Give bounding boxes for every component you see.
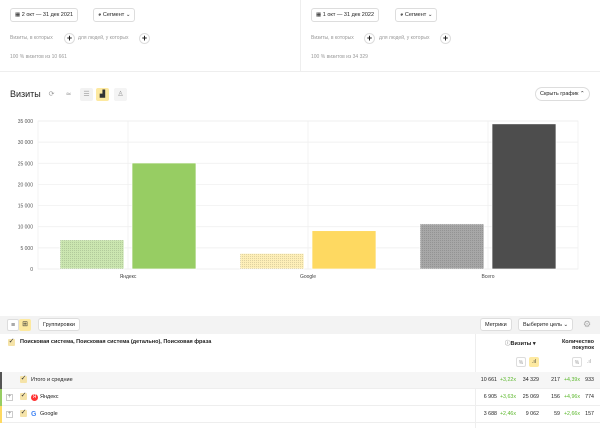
add-visit-filter-button[interactable]: + (64, 33, 75, 44)
table-row[interactable]: ✓ Итого и средние 10 661 +3,22x 34 329 217 +4,… (0, 372, 600, 389)
google-icon: G (31, 411, 37, 418)
segment-button[interactable]: ◕ Сегмент ⌄ (93, 8, 136, 22)
row-checkbox[interactable]: ✓ (20, 409, 27, 417)
pie-icon: ◕ (98, 12, 103, 18)
list-view-icon[interactable]: ≡ (7, 319, 19, 331)
pie-icon: ◕ (400, 12, 405, 18)
row-color-marker (0, 372, 2, 389)
bar-hatch (240, 253, 304, 269)
calendar-icon: ▦ (15, 12, 22, 18)
y-tick-label: 0 (30, 267, 33, 273)
tree-view-icon[interactable]: ⊞ (19, 319, 31, 331)
date-range-button[interactable]: ▦ 2 окт — 31 дек 2021 (10, 8, 79, 22)
date-range-button[interactable]: ▦ 1 окт — 31 дек 2022 (311, 8, 380, 22)
bar-Всего-1 (491, 123, 557, 270)
line-chart-icon[interactable]: ≃ (65, 91, 72, 98)
y-tick-label: 30 000 (18, 140, 34, 146)
y-tick-label: 15 000 (18, 204, 34, 210)
calendar-icon: ▦ (316, 12, 323, 18)
bar-hatch (60, 239, 124, 269)
add-people-filter-button[interactable]: + (440, 33, 451, 44)
expand-row-button[interactable]: + (6, 411, 13, 418)
visits-filter-label: Визиты, в которых (311, 35, 354, 41)
groupings-button[interactable]: Группировки (38, 318, 80, 331)
percent-toggle[interactable]: % (572, 357, 582, 367)
settings-gear-icon[interactable]: ⚙ (583, 319, 592, 329)
row-color-marker (0, 406, 2, 423)
percent-toggle[interactable]: % (516, 357, 526, 367)
y-tick-label: 25 000 (18, 161, 34, 167)
goal-select[interactable]: Выберите цель ⌄ (518, 318, 574, 331)
metrics-button[interactable]: Метрики (480, 318, 512, 331)
y-tick-label: 20 000 (18, 182, 34, 188)
bar-toggle-icon[interactable]: .ıl (587, 359, 591, 365)
bar-Яндекс-1 (131, 162, 197, 270)
y-tick-label: 35 000 (18, 119, 34, 125)
purchases-column-header[interactable]: Количество покупок (561, 339, 594, 351)
yandex-icon: Я (31, 394, 38, 401)
x-tick-label: Всего (481, 274, 494, 280)
table-row[interactable]: + ✓ Я Яндекс 6 905 +3,63x 25 069 156 +4,96x 774 (0, 389, 600, 406)
bar-Google-1 (311, 230, 377, 270)
segment-button[interactable]: ◕ Сегмент ⌄ (395, 8, 438, 22)
chart-title: Визиты (10, 89, 41, 99)
table-row[interactable]: + ✓ G Google 3 688 +2,46x 9 062 59 +2,66x 157 (0, 406, 600, 423)
people-filter-label: для людей, у которых (379, 35, 430, 41)
y-tick-label: 5 000 (20, 246, 33, 252)
y-tick-label: 10 000 (18, 225, 34, 231)
hide-chart-button[interactable]: Скрыть график ⌃ (535, 87, 590, 101)
bar-hatch (420, 223, 484, 269)
table-toolbar: ≡ ⊞ Группировки Метрики Выберите цель ⌄ … (0, 316, 600, 334)
segment-summary: 100 % визитов из 10 661 (10, 54, 67, 60)
map-icon[interactable]: ♙ (114, 88, 127, 101)
stacked-chart-icon[interactable]: ☰ (80, 88, 93, 101)
bar-chart: 0 5 000 10 000 15 000 20 000 25 000 30 000 35 0… (18, 119, 579, 280)
row-checkbox[interactable]: ✓ (20, 375, 27, 383)
bar-chart-icon[interactable]: ▟ (96, 88, 109, 101)
refresh-icon[interactable]: ⟳ (48, 91, 55, 98)
expand-row-button[interactable]: + (6, 394, 13, 401)
add-people-filter-button[interactable]: + (139, 33, 150, 44)
add-visit-filter-button[interactable]: + (364, 33, 375, 44)
x-tick-label: Яндекс (120, 274, 137, 280)
dimensions-checkbox[interactable]: ✓ (8, 338, 15, 346)
segment-2: ▦ 1 окт — 31 дек 2022 ◕ Сегмент ⌄ Визиты… (300, 0, 600, 72)
info-icon: ⓘ (505, 341, 511, 347)
visits-column-header[interactable]: ⓘВизиты ▾ (505, 341, 536, 347)
x-tick-label: Google (300, 274, 316, 280)
dimensions-label[interactable]: Поисковая система, Поисковая система (де… (20, 339, 212, 345)
row-color-marker (0, 389, 2, 406)
visits-filter-label: Визиты, в которых (10, 35, 53, 41)
segment-1: ▦ 2 окт — 31 дек 2021 ◕ Сегмент ⌄ Визиты… (0, 0, 300, 72)
people-filter-label: для людей, у которых (78, 35, 129, 41)
row-checkbox[interactable]: ✓ (20, 392, 27, 400)
bar-toggle-icon[interactable]: .ıl (529, 357, 539, 367)
segment-summary: 100 % визитов из 34 329 (311, 54, 368, 60)
segment-panel: ▦ 2 окт — 31 дек 2021 ◕ Сегмент ⌄ Визиты… (0, 0, 600, 72)
